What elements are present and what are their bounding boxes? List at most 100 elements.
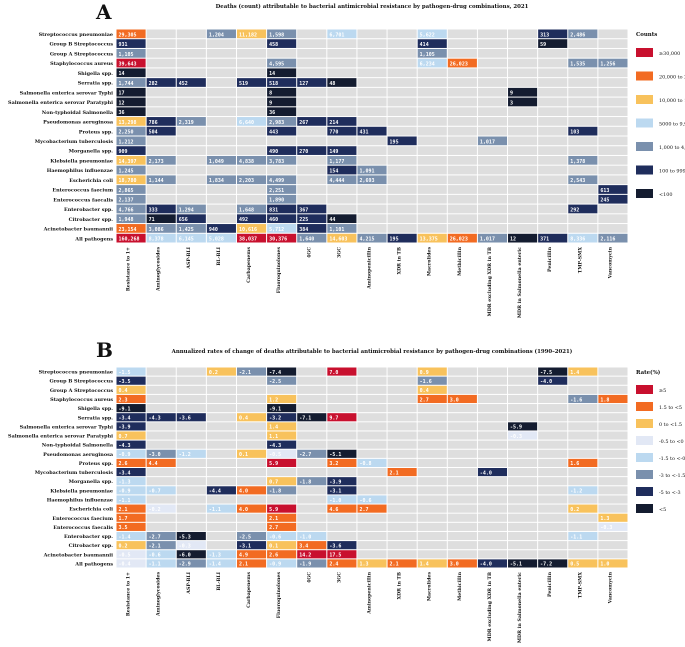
- a-cell: [146, 155, 176, 165]
- a-empty-cell: [598, 175, 628, 185]
- b-empty-cell: [327, 531, 357, 541]
- a-empty-cell: [477, 107, 508, 117]
- a-row-label-enterococcus-faecalis: Enterococcus faecalis: [53, 197, 113, 203]
- b-cell-value: 14.2: [299, 553, 311, 559]
- a-cell: [267, 214, 297, 224]
- b-cell: [508, 422, 538, 431]
- b-empty-cell: [176, 385, 206, 394]
- a-cell-value: 1,245: [119, 168, 134, 174]
- a-row-label-non-typhoidal-salmonella: Non-typhoidal Salmonella: [42, 110, 114, 116]
- b-empty-cell: [508, 440, 538, 449]
- a-col-label-bl-bli: BL-BLI: [216, 247, 222, 266]
- b-empty-cell: [267, 468, 297, 477]
- b-empty-cell: [206, 531, 236, 541]
- b-empty-cell: [176, 477, 206, 486]
- a-empty-cell: [538, 136, 568, 146]
- b-col-label-carbapenems: Carbapenems: [246, 572, 252, 608]
- b-cell: [176, 559, 206, 568]
- a-row-label-escherichia-coli: Escherichia coli: [69, 178, 113, 184]
- b-cell: [267, 422, 297, 431]
- b-empty-cell: [538, 504, 568, 513]
- b-empty-cell: [357, 550, 387, 559]
- b-empty-cell: [477, 376, 508, 385]
- b-cell-value: 1.1: [269, 434, 278, 440]
- b-cell-value: -1.6: [420, 379, 432, 385]
- b-empty-cell: [598, 367, 628, 376]
- b-empty-cell: [236, 458, 267, 467]
- b-cell-value: 3.4: [299, 543, 308, 549]
- a-cell-value: 30,376: [269, 237, 287, 243]
- b-cell: [267, 541, 297, 550]
- a-cell-value: 1,212: [119, 139, 134, 145]
- b-panel-letter: B: [96, 338, 113, 362]
- b-empty-cell: [598, 486, 628, 495]
- b-col-label-4gc: 4GC: [306, 572, 312, 583]
- b-empty-cell: [236, 422, 267, 431]
- b-legend-label: -5 to <-3: [659, 490, 681, 496]
- b-empty-cell: [508, 513, 538, 522]
- a-empty-cell: [568, 146, 598, 155]
- b-col-label-bl-bli: BL-BLI: [216, 572, 222, 591]
- a-empty-cell: [146, 39, 176, 48]
- b-empty-cell: [357, 413, 387, 422]
- b-cell: [116, 504, 146, 513]
- a-empty-cell: [447, 155, 477, 165]
- a-legend-swatch: [636, 165, 653, 175]
- a-cell: [236, 155, 267, 165]
- a-cell: [206, 224, 236, 233]
- a-cell-value: 3: [510, 100, 513, 106]
- b-empty-cell: [387, 458, 417, 467]
- b-empty-cell: [206, 541, 236, 550]
- a-cell-value: 1,640: [299, 237, 314, 243]
- b-cell-value: -3.5: [119, 379, 131, 385]
- a-empty-cell: [387, 78, 417, 87]
- b-cell-value: -0.6: [359, 498, 371, 504]
- a-empty-cell: [417, 126, 447, 136]
- a-empty-cell: [206, 146, 236, 155]
- a-cell-value: 26,023: [450, 61, 468, 67]
- a-empty-cell: [477, 185, 508, 194]
- a-empty-cell: [477, 58, 508, 68]
- b-cell: [297, 531, 327, 541]
- a-empty-cell: [477, 29, 508, 39]
- b-cell-value: -7.1: [299, 416, 311, 422]
- a-cell: [357, 165, 387, 175]
- a-empty-cell: [598, 87, 628, 97]
- a-empty-cell: [236, 97, 267, 107]
- b-empty-cell: [357, 404, 387, 413]
- a-cell-value: 282: [149, 81, 158, 87]
- b-cell: [417, 367, 447, 376]
- a-cell: [568, 29, 598, 39]
- b-cell-value: 1.8: [600, 397, 609, 403]
- b-cell-value: -2.5: [239, 534, 251, 540]
- a-empty-cell: [477, 155, 508, 165]
- b-cell-value: -2.7: [299, 452, 311, 458]
- b-cell-value: -4.3: [149, 416, 161, 422]
- a-cell-value: 4,499: [269, 178, 284, 184]
- b-empty-cell: [568, 385, 598, 394]
- b-empty-cell: [387, 449, 417, 458]
- b-cell-value: 2.3: [119, 397, 128, 403]
- b-cell: [327, 495, 357, 504]
- b-empty-cell: [417, 404, 447, 413]
- b-empty-cell: [598, 550, 628, 559]
- b-cell-value: 5.9: [269, 507, 278, 513]
- a-cell-value: 4,838: [239, 159, 254, 165]
- a-empty-cell: [568, 185, 598, 194]
- a-empty-cell: [387, 146, 417, 155]
- b-empty-cell: [447, 468, 477, 477]
- a-cell-value: 12: [119, 100, 125, 106]
- b-empty-cell: [297, 367, 327, 376]
- b-cell-value: 9.7: [329, 416, 338, 422]
- a-cell-value: 384: [299, 227, 308, 233]
- b-empty-cell: [477, 513, 508, 522]
- b-empty-cell: [447, 504, 477, 513]
- a-empty-cell: [327, 185, 357, 194]
- b-cell-value: -0.9: [269, 562, 281, 568]
- b-cell-value: 0.7: [119, 434, 128, 440]
- a-cell-value: 14: [119, 71, 125, 77]
- b-cell: [568, 504, 598, 513]
- a-cell-value: 2,693: [359, 178, 374, 184]
- b-cell-value: 2.1: [390, 562, 399, 568]
- a-empty-cell: [327, 39, 357, 48]
